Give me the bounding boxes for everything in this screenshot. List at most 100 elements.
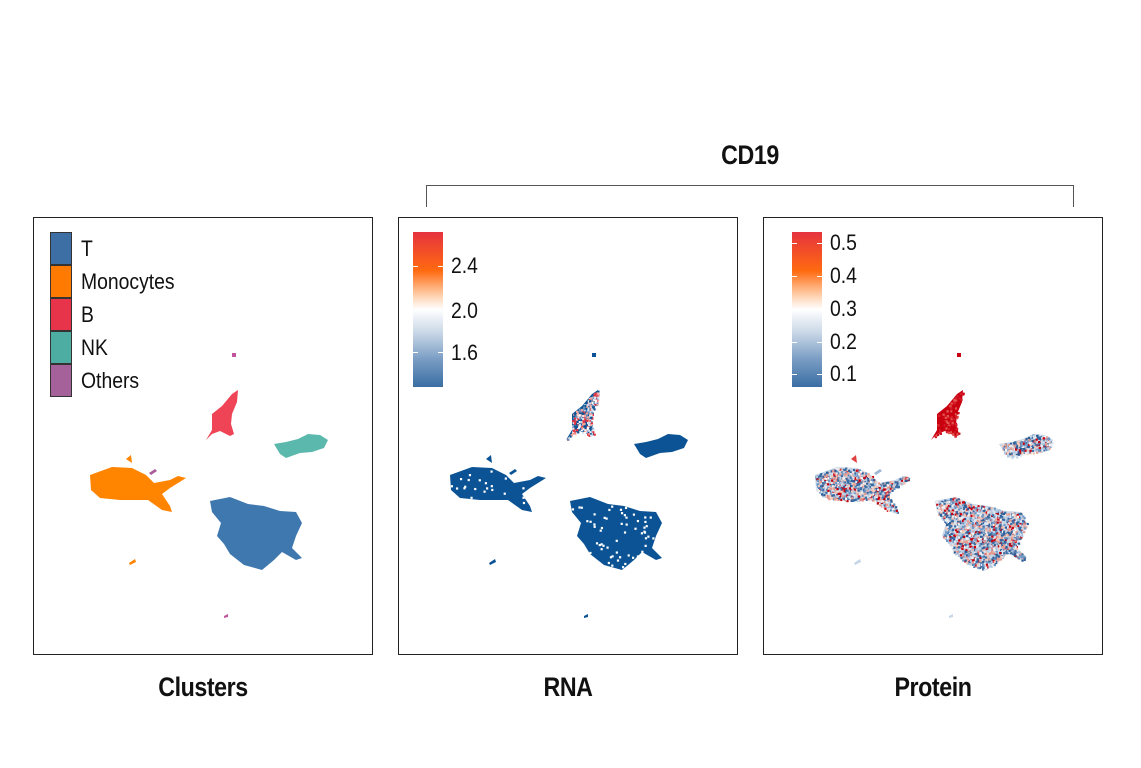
data-point: [896, 511, 899, 514]
data-point: [999, 514, 1003, 518]
data-point: [1018, 453, 1021, 456]
data-point: [987, 527, 990, 530]
data-point: [573, 431, 576, 434]
data-point: [952, 420, 955, 423]
data-point: [1002, 448, 1005, 451]
data-point: [973, 549, 977, 552]
data-point: [590, 408, 594, 411]
protein-tick-label: 0.1: [830, 361, 857, 386]
data-point: [589, 412, 592, 416]
rna-tick-label: 2.4: [451, 253, 478, 278]
data-point: [1003, 532, 1006, 535]
data-point: [887, 493, 890, 496]
data-point: [849, 485, 852, 488]
data-point: [816, 488, 819, 491]
data-point: [836, 468, 839, 471]
data-point: [859, 470, 863, 474]
data-point: [634, 527, 637, 530]
data-point: [826, 474, 829, 477]
data-point: [1006, 531, 1009, 534]
data-point: [850, 477, 853, 480]
data-point: [989, 542, 992, 545]
data-point: [1018, 444, 1021, 447]
data-point: [885, 507, 888, 511]
data-point: [619, 508, 623, 511]
data-point: [464, 485, 467, 488]
data-point: [954, 430, 958, 433]
data-point: [950, 525, 953, 528]
data-point: [1001, 550, 1004, 553]
data-point: [853, 488, 857, 491]
data-point: [943, 424, 946, 427]
data-point: [890, 484, 893, 487]
data-point: [957, 548, 960, 551]
data-point: [956, 525, 959, 528]
data-point: [600, 543, 603, 546]
data-point: [842, 468, 845, 471]
data-point: [831, 497, 834, 500]
data-point: [842, 484, 845, 487]
data-point: [939, 513, 942, 517]
data-point: [1005, 445, 1008, 448]
data-point: [994, 520, 997, 523]
data-point: [954, 506, 957, 510]
data-point: [984, 537, 987, 540]
data-point: [956, 507, 959, 510]
data-point: [974, 505, 977, 508]
data-point: [1047, 448, 1050, 451]
data-point: [843, 473, 846, 476]
data-point: [936, 503, 939, 506]
data-point: [998, 525, 1001, 528]
data-point: [591, 413, 594, 417]
data-point: [845, 489, 848, 492]
data-point: [888, 485, 892, 488]
data-point: [970, 508, 973, 511]
data-point: [842, 471, 845, 475]
data-point: [834, 488, 837, 491]
data-point: [574, 413, 577, 416]
data-point: [958, 539, 961, 542]
data-point: [949, 499, 952, 502]
data-point: [963, 540, 966, 544]
data-point: [838, 491, 841, 494]
data-point: [842, 474, 845, 477]
data-point: [1002, 526, 1006, 529]
data-point: [971, 543, 974, 547]
data-point: [982, 533, 986, 537]
data-point: [827, 476, 830, 479]
data-point: [1011, 512, 1014, 515]
data-point: [969, 563, 972, 566]
data-point: [999, 546, 1002, 549]
data-point: [584, 422, 588, 426]
data-point: [1004, 540, 1007, 543]
data-point: [576, 415, 580, 419]
data-point: [954, 552, 958, 556]
data-point: [824, 477, 828, 480]
data-point: [880, 500, 883, 503]
data-point: [990, 507, 993, 510]
data-point: [959, 513, 962, 516]
data-point: [467, 478, 470, 482]
rna-colorbar: [413, 232, 443, 387]
data-point: [1010, 444, 1013, 447]
data-point: [623, 531, 627, 534]
data-point: [573, 425, 576, 428]
data-point: [907, 478, 911, 481]
data-point: [1018, 443, 1021, 446]
data-point: [596, 403, 599, 406]
data-point: [827, 496, 830, 500]
data-point: [1029, 442, 1032, 445]
data-point: [860, 481, 863, 484]
data-point: [952, 433, 955, 437]
data-point: [594, 403, 597, 406]
data-point: [572, 427, 575, 430]
data-point: [569, 435, 572, 438]
data-point: [1043, 435, 1047, 438]
data-point: [967, 528, 970, 532]
data-point: [942, 415, 945, 418]
data-point: [953, 551, 956, 554]
data-point: [937, 420, 940, 423]
data-point: [825, 476, 828, 479]
data-point: [1012, 526, 1015, 530]
rna-cluster-othersb: [592, 353, 596, 357]
